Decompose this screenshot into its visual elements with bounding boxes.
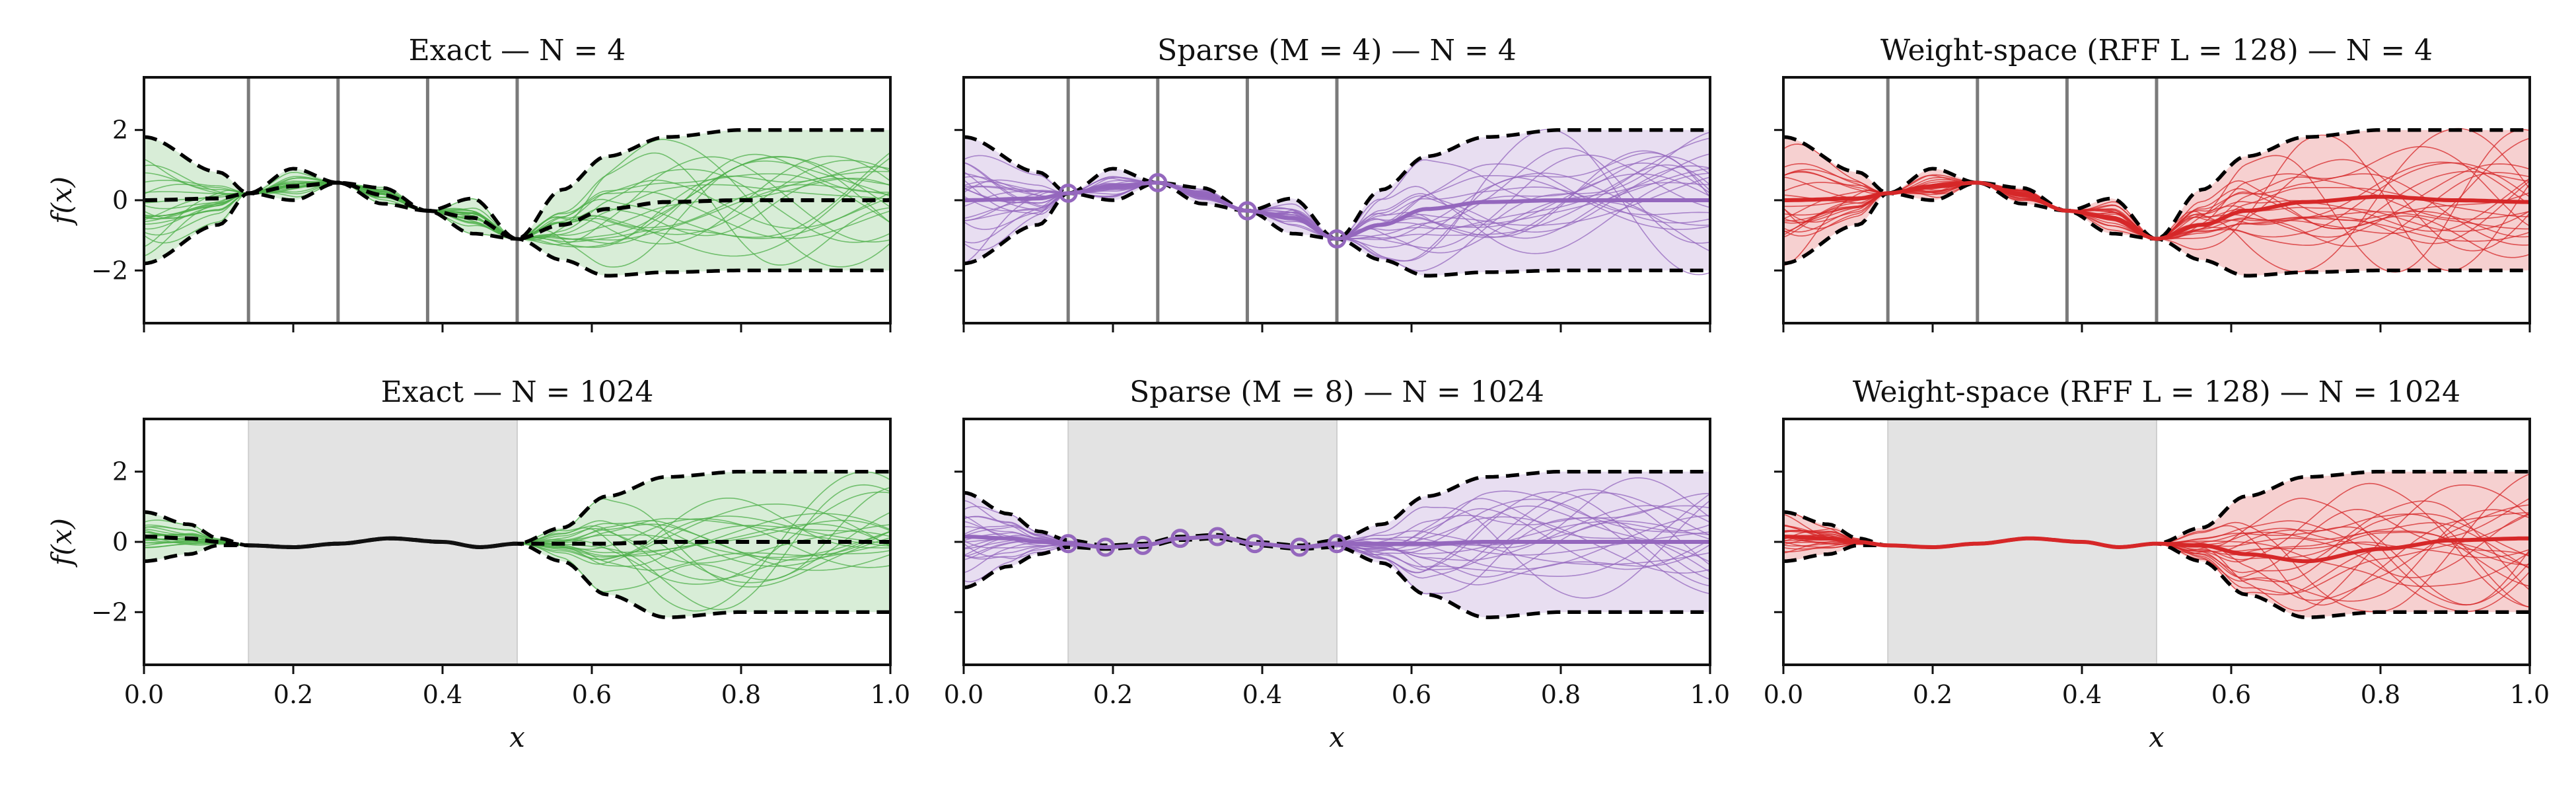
inducing-point [1237,201,1257,221]
fit-line [248,536,518,550]
upper-bound-line [1783,128,2530,241]
x-tick-label: 1.0 [2510,680,2550,709]
plot-area [964,77,1710,323]
plot-area [144,419,890,665]
x-tick-label: 1.0 [871,680,910,709]
confidence-band [1783,130,2530,276]
inducing-point [1096,537,1116,557]
x-tick-label: 0.2 [1093,680,1133,709]
panel-3: Weight-space (RFF L = 128) — N = 4 [1774,34,2531,332]
x-tick-label: 0.4 [1242,680,1282,709]
x-tick-label: 0.4 [423,680,462,709]
inducing-point [1058,534,1078,554]
y-axis-label: f(x) [46,176,78,226]
inducing-point [1245,534,1265,554]
x-tick-label: 0.0 [944,680,984,709]
panel-title: Sparse (M = 4) — N = 4 [1157,34,1517,67]
panel-title: Exact — N = 1024 [381,375,654,409]
x-tick-label: 1.0 [1690,680,1730,709]
panel-5: 0.0 0.2 0.4 0.6 0.8 1.0 Sparse (M = 8) — N = 1… [944,375,1730,753]
x-tick-label: 0.6 [2211,680,2251,709]
x-axis-label: x [509,721,525,753]
y-tick-label: −2 [91,256,128,285]
inducing-point [1290,537,1309,557]
confidence-band [964,130,1710,276]
mean-line [1783,535,2530,564]
upper-bound-line [964,128,1710,241]
inducing-point [1327,534,1347,554]
x-tick-label: 0.6 [572,680,612,709]
data-region [1887,419,2157,665]
mean-line [1783,180,2530,241]
panel-6: 0.0 0.2 0.4 0.6 0.8 1.0 Weight-space (RFF L = … [1764,375,2550,753]
x-tick-label: 0.2 [273,680,313,709]
panel-1: 2 0 −2 Exact — N = 4 f(x) [46,34,892,332]
mean-line [144,180,890,241]
inducing-point [1207,527,1227,547]
x-axis-label: x [1329,721,1345,753]
data-region [248,419,518,665]
y-tick-label: 2 [112,116,128,145]
plot-area [1783,419,2530,665]
x-tick-label: 0.6 [1392,680,1431,709]
mean-line [964,180,1710,241]
x-axis-label: x [2149,721,2165,753]
inducing-point [1170,529,1190,548]
inducing-point [1327,229,1347,248]
lower-bound-line [144,180,890,278]
panel-title: Exact — N = 4 [409,34,626,67]
x-tick-label: 0.8 [721,680,761,709]
data-region [1067,419,1338,665]
x-tick-label: 0.8 [1541,680,1581,709]
upper-bound-line [144,128,890,241]
y-tick-label: −2 [91,597,128,626]
panel-4: 0.0 0.2 0.4 0.6 0.8 1.0 2 0 −2 Exact — N = 1024 f(… [46,375,910,753]
panel-2: Sparse (M = 4) — N = 4 [954,34,1711,332]
plot-area [1783,77,2530,323]
plot-area [964,419,1710,665]
inducing-point [1058,183,1078,203]
x-tick-label: 0.2 [1913,680,1952,709]
y-tick-label: 0 [112,527,128,556]
x-tick-label: 0.0 [124,680,164,709]
y-tick-label: 2 [112,457,128,486]
inducing-point [1133,535,1153,555]
y-tick-label: 0 [112,186,128,215]
plot-area [144,77,890,323]
panel-title: Weight-space (RFF L = 128) — N = 4 [1880,34,2433,67]
y-axis-label: f(x) [46,518,78,568]
mean-line [964,534,1710,550]
x-tick-label: 0.8 [2361,680,2400,709]
panel-title: Weight-space (RFF L = 128) — N = 1024 [1853,375,2460,409]
lower-bound-line [964,536,1710,620]
panel-title: Sparse (M = 8) — N = 1024 [1129,375,1544,409]
x-tick-label: 0.0 [1764,680,1803,709]
confidence-band [144,130,890,276]
x-tick-label: 0.4 [2062,680,2102,709]
confidence-band [144,471,890,618]
inducing-point [1148,172,1168,192]
